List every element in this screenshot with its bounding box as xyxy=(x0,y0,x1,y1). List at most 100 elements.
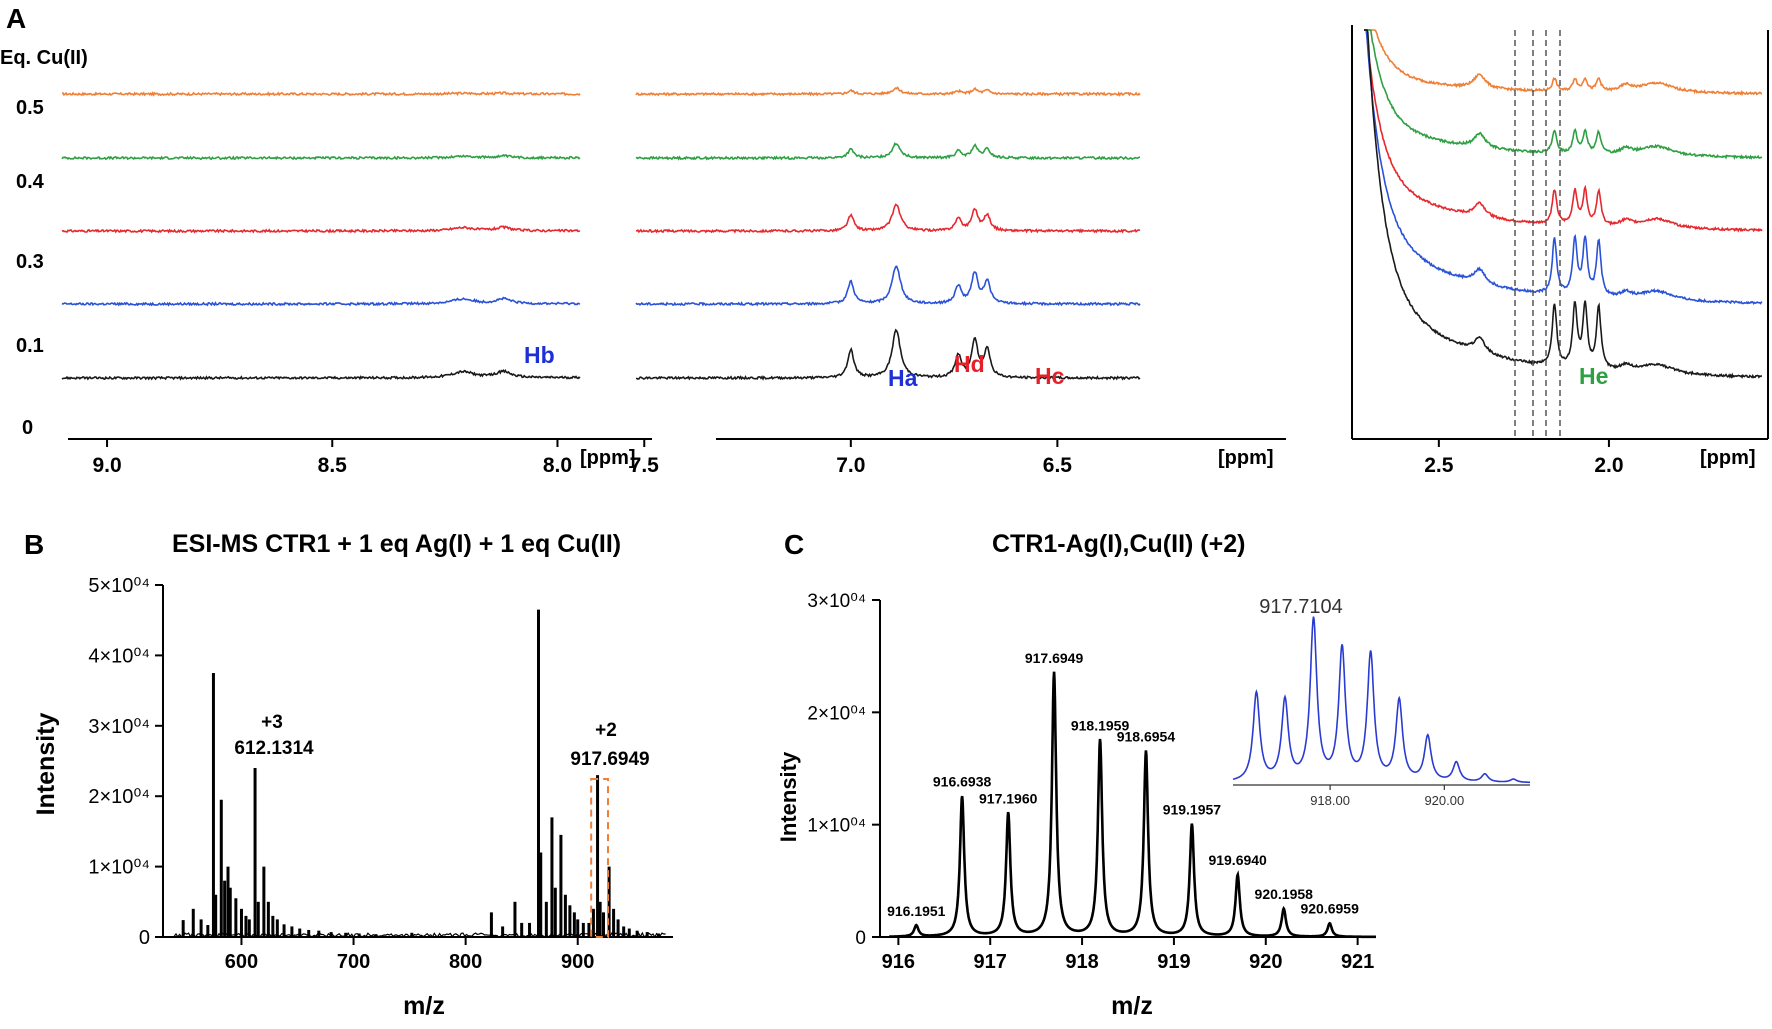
nmr-trace-0.4-eq xyxy=(635,142,1141,161)
inset-tick-label: 918.00 xyxy=(1310,793,1350,808)
annotation-plus2-charge: +2 xyxy=(595,720,617,741)
x-tick-label: 920 xyxy=(1249,951,1282,973)
x-tick-label: 700 xyxy=(337,951,370,973)
nmr-tick-label: 2.5 xyxy=(1424,454,1454,477)
peak-label: 918.1959 xyxy=(1071,717,1130,733)
panel-b-spectrum xyxy=(173,609,666,939)
peak-label-ha: Ha xyxy=(888,365,918,391)
peak-label: 920.6959 xyxy=(1300,901,1359,917)
panel-c-ylabel: Intensity xyxy=(776,751,801,842)
panel-label-b: B xyxy=(24,529,44,560)
nmr-axis-3: 2.5 2.0 [ppm] xyxy=(1351,25,1769,477)
y-tick-label: 1×10⁰⁴ xyxy=(807,816,866,837)
nmr-trace-0-eq xyxy=(636,328,1141,381)
stack-label-0.5: 0.5 xyxy=(16,97,44,119)
stack-labels: 0.5 0.4 0.3 0.1 0 xyxy=(16,97,45,439)
stack-label-0.4: 0.4 xyxy=(16,171,45,193)
nmr-spectrum-9ppm xyxy=(61,91,581,381)
panel-b-title: ESI-MS CTR1 + 1 eq Ag(I) + 1 eq Cu(II) xyxy=(172,530,621,558)
nmr-tick-label: 2.0 xyxy=(1594,454,1623,477)
y-tick-label: 2×10⁰⁴ xyxy=(88,786,150,808)
nmr-axis-3-unit: [ppm] xyxy=(1700,447,1756,469)
x-tick-label: 800 xyxy=(449,951,482,973)
isotope-trace xyxy=(889,671,1376,939)
x-tick-label: 918 xyxy=(1065,951,1098,973)
panel-c-axes: 916 917 918 919 920 921 0 1×10⁰⁴ 2×10⁰⁴ 3×10⁰⁴ xyxy=(807,591,1376,973)
x-tick-label: 919 xyxy=(1157,951,1190,973)
peak-label-hb: Hb xyxy=(524,342,555,368)
annotation-plus3-mz: 612.1314 xyxy=(234,738,314,759)
nmr-trace-0.5-eq xyxy=(62,91,581,97)
peak-label: 918.6954 xyxy=(1117,729,1176,745)
y-tick-label: 3×10⁰⁴ xyxy=(807,591,866,612)
stack-label-0: 0 xyxy=(22,417,33,439)
nmr-trace-0.3-eq xyxy=(61,225,581,234)
y-tick-label: 2×10⁰⁴ xyxy=(807,703,866,724)
annotation-plus2-mz: 917.6949 xyxy=(570,749,649,770)
x-tick-label: 916 xyxy=(882,951,915,973)
panel-label-a: A xyxy=(6,3,26,34)
peak-label: 919.1957 xyxy=(1163,802,1222,818)
panel-b-ylabel: Intensity xyxy=(32,713,60,816)
peak-label: 917.6949 xyxy=(1025,650,1084,666)
panel-label-c: C xyxy=(784,529,804,560)
x-tick-label: 900 xyxy=(561,951,594,973)
nmr-tick-label: 8.5 xyxy=(318,454,348,477)
inset-trace xyxy=(1232,616,1530,784)
panel-c-title: CTR1-Ag(I),Cu(II) (+2) xyxy=(992,530,1245,558)
nmr-spectrum-2ppm xyxy=(1364,29,1763,379)
stack-label-0.1: 0.1 xyxy=(16,335,44,357)
nmr-trace-0.1-eq xyxy=(635,265,1141,307)
nmr-trace-0.5-eq xyxy=(1364,29,1763,97)
nmr-axis-2-unit: [ppm] xyxy=(1218,447,1274,469)
annotation-plus3-charge: +3 xyxy=(261,712,283,733)
nmr-trace-0.4-eq xyxy=(1364,29,1763,160)
y-tick-label: 3×10⁰⁴ xyxy=(88,716,150,738)
peak-label-he: He xyxy=(1579,363,1608,389)
peak-label: 919.6940 xyxy=(1208,852,1267,868)
peak-label: 917.1960 xyxy=(979,790,1038,806)
peak-label-hc: Hc xyxy=(1035,363,1065,389)
nmr-trace-0.1-eq xyxy=(1364,29,1763,305)
nmr-tick-label: 7.5 xyxy=(630,454,660,477)
nmr-trace-0.1-eq xyxy=(61,296,581,307)
y-tick-label: 1×10⁰⁴ xyxy=(88,857,150,879)
x-tick-label: 917 xyxy=(974,951,1007,973)
y-tick-label: 5×10⁰⁴ xyxy=(88,575,150,597)
nmr-trace-0-eq xyxy=(1364,29,1763,379)
nmr-axis-2: 7.5 7.0 6.5 [ppm] xyxy=(630,438,1286,477)
panel-c-spectrum xyxy=(889,671,1376,939)
x-tick-label: 921 xyxy=(1341,951,1374,973)
nmr-tick-label: 7.0 xyxy=(836,454,865,477)
nmr-trace-0.4-eq xyxy=(61,153,581,161)
nmr-trace-0.3-eq xyxy=(1364,29,1763,233)
nmr-axis-1: 9.0 8.5 8.0 [ppm] xyxy=(68,438,652,477)
peak-label: 916.1951 xyxy=(887,903,946,919)
peak-label: 916.6938 xyxy=(933,774,992,790)
nmr-spectrum-7ppm xyxy=(635,86,1141,381)
y-tick-label: 0 xyxy=(855,928,866,949)
peak-label-hd: Hd xyxy=(954,351,985,377)
nmr-trace-0-eq xyxy=(61,368,581,381)
highlight-box xyxy=(590,778,609,938)
nmr-tick-label: 9.0 xyxy=(92,454,121,477)
y-tick-label: 4×10⁰⁴ xyxy=(88,645,150,667)
he-guide-lines xyxy=(1514,30,1561,439)
inset: 917.7104 918.00 920.00 xyxy=(1232,596,1530,808)
nmr-axis-1-unit: [ppm] xyxy=(580,447,636,469)
inset-tick-label: 920.00 xyxy=(1424,793,1464,808)
nmr-trace-0.5-eq xyxy=(635,86,1141,97)
inset-title: 917.7104 xyxy=(1259,596,1342,618)
panel-a-ylabel: Eq. Cu(II) xyxy=(0,47,88,69)
nmr-tick-label: 6.5 xyxy=(1043,454,1073,477)
panel-c-xlabel: m/z xyxy=(1111,992,1153,1020)
stack-label-0.3: 0.3 xyxy=(16,251,44,273)
panel-b-axes: 600 700 800 900 0 1×10⁰⁴ 2×10⁰⁴ 3×10⁰⁴ 4×10⁰⁴ 5×1… xyxy=(88,575,673,973)
nmr-trace-0.3-eq xyxy=(635,203,1141,234)
peak-label: 920.1958 xyxy=(1255,886,1314,902)
nmr-tick-label: 8.0 xyxy=(543,454,572,477)
y-tick-label: 0 xyxy=(139,927,150,949)
panel-b-xlabel: m/z xyxy=(403,992,445,1020)
